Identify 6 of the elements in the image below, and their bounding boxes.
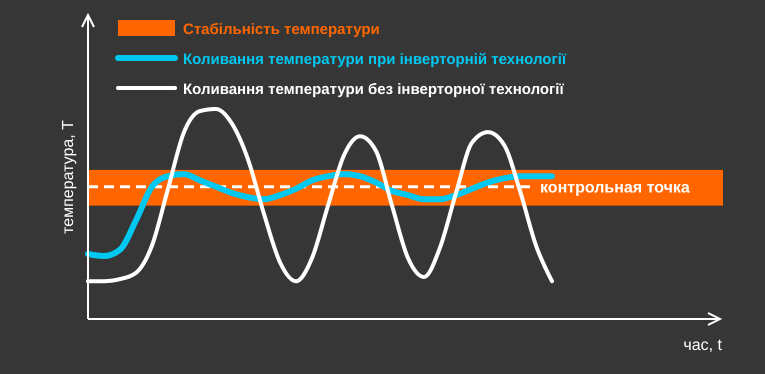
legend-label: Коливання температури без інверторної технології	[183, 81, 564, 98]
legend-label: Коливання температури при інверторній технології	[183, 51, 567, 68]
ref-line-label: контрольная точка	[540, 180, 690, 197]
legend-label: Стабільність температури	[183, 21, 380, 38]
x-axis-title: час, t	[683, 337, 723, 354]
y-axis-title: температура, T	[60, 120, 77, 234]
